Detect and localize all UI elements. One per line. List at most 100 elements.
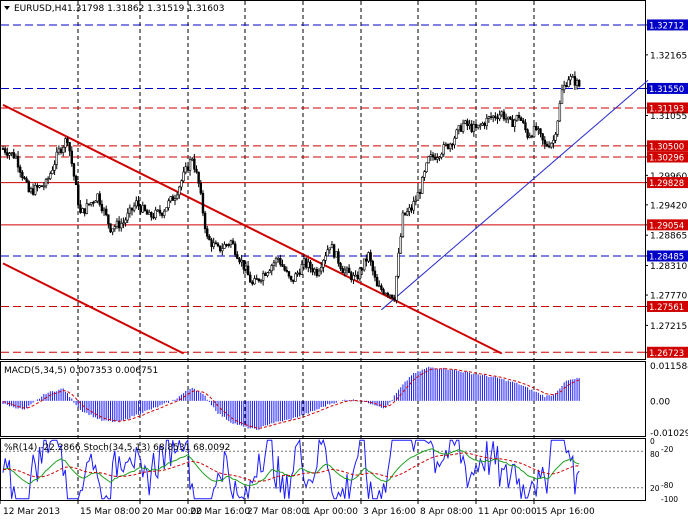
candle-body: [184, 166, 187, 173]
candle-body: [332, 244, 336, 258]
candle-body: [272, 262, 276, 266]
candle-body: [386, 292, 390, 296]
candle-body: [130, 207, 134, 211]
candle-body: [242, 260, 245, 270]
candle-body: [532, 125, 536, 138]
candle-body: [457, 125, 460, 131]
candle-body: [412, 201, 415, 211]
macd-panel-frame: [0, 361, 646, 437]
candle-body: [53, 164, 56, 171]
macd-axis-label: -0.010298: [650, 429, 688, 439]
symbol-dropdown-icon[interactable]: [4, 6, 10, 10]
macd-indicator: [2, 366, 580, 430]
candle-body: [365, 258, 368, 262]
candle-body: [294, 273, 297, 282]
candle-body: [18, 166, 22, 173]
candle-body: [397, 252, 400, 277]
macd-title: MACD(5,34,5) 0.007353 0.006751: [4, 366, 158, 376]
candle-body: [122, 222, 125, 225]
candle-body: [107, 214, 110, 225]
price-axis-label: 1.31055: [650, 112, 687, 122]
candle-body: [298, 272, 301, 275]
time-axis-label: 8 Apr 08:00: [420, 507, 473, 517]
candle-body: [225, 244, 228, 246]
candle-body: [238, 258, 241, 263]
candle-body: [141, 204, 144, 213]
candle-body: [373, 270, 377, 278]
candle-body: [227, 244, 230, 246]
candle-body: [77, 184, 80, 206]
oscillator-indicator: [1, 438, 645, 500]
oscillator-title: %R(14) -22.2866 Stoch(34,5,13) 68.8531 6…: [4, 443, 230, 453]
candle-body: [145, 210, 149, 215]
price-level-label-text: 1.29054: [649, 221, 684, 231]
candle-body: [251, 282, 254, 285]
candle-body: [173, 198, 177, 201]
price-level-label-bg: [647, 346, 688, 358]
candle-body: [528, 135, 531, 138]
price-level-label-text: 1.28485: [649, 252, 684, 262]
candle-body: [1, 148, 5, 150]
candle-body: [124, 219, 127, 224]
price-level-label-bg: [647, 151, 688, 163]
candle-body: [156, 209, 159, 212]
candle-body: [61, 146, 65, 153]
candle-body: [55, 151, 58, 165]
candle-body: [188, 159, 192, 171]
stochastic-signal-line: [3, 452, 580, 482]
candle-body: [25, 178, 28, 182]
candle-body: [199, 182, 202, 194]
price-level-label: 1.32712: [647, 19, 688, 31]
price-axis-label: 1.27215: [650, 322, 687, 332]
candle-body: [148, 212, 151, 215]
candle-body: [362, 258, 366, 271]
candle-body: [29, 188, 33, 193]
candle-body: [438, 156, 441, 159]
candle-body: [446, 143, 450, 149]
candle-body: [46, 178, 50, 180]
candle-body: [491, 115, 495, 118]
candle-body: [14, 155, 18, 159]
candle-body: [388, 294, 392, 297]
time-axis-label: 20 Mar 00:00: [142, 507, 202, 517]
candle-body: [23, 177, 26, 180]
price-level-label-text: 1.32712: [649, 21, 684, 31]
candle-body: [64, 138, 67, 148]
candle-body: [335, 251, 338, 258]
candle-body: [575, 80, 579, 86]
oscillator-axis-label: -100: [661, 495, 678, 504]
candle-body: [109, 223, 112, 233]
candle-body: [511, 119, 514, 127]
price-level-label-bg: [647, 177, 688, 189]
candle-body: [319, 267, 323, 272]
candle-body: [218, 245, 222, 252]
candle-body: [214, 242, 218, 245]
candle-body: [433, 156, 437, 160]
candle-body: [405, 211, 409, 216]
price-level-label-text: 1.29828: [649, 179, 684, 189]
candle-body: [261, 273, 265, 281]
price-axis-label: 1.29420: [650, 201, 687, 211]
price-level-label-text: 1.31193: [649, 104, 684, 114]
candle-body: [57, 148, 61, 153]
candle-body: [10, 152, 13, 154]
candle-body: [382, 289, 385, 294]
price-level-label: 1.31193: [647, 102, 688, 114]
candle-body: [436, 157, 439, 160]
price-axis-label: 1.28310: [650, 262, 687, 272]
macd-signal-line: [2, 368, 580, 429]
candle-body: [132, 205, 136, 211]
price-level-label-text: 1.31550: [649, 85, 684, 95]
price-level-label-text: 1.30296: [649, 153, 684, 163]
candle-body: [380, 285, 383, 290]
candle-body: [8, 153, 11, 156]
candle-body: [87, 203, 91, 206]
candle-body: [461, 122, 465, 132]
candle-body: [459, 125, 463, 132]
candle-body: [337, 251, 340, 264]
candle-body: [498, 114, 501, 120]
candle-body: [171, 196, 175, 201]
candle-body: [259, 280, 263, 282]
candle-body: [418, 192, 422, 194]
